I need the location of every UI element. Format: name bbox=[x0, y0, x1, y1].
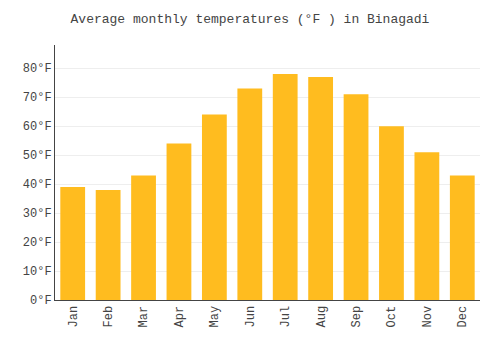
svg-text:30°F: 30°F bbox=[23, 207, 52, 221]
svg-text:10°F: 10°F bbox=[23, 265, 52, 279]
svg-text:Jan: Jan bbox=[67, 306, 81, 328]
svg-text:20°F: 20°F bbox=[23, 236, 52, 250]
svg-text:0°F: 0°F bbox=[30, 294, 52, 308]
svg-text:Mar: Mar bbox=[137, 306, 151, 328]
svg-text:Aug: Aug bbox=[315, 306, 329, 328]
svg-text:May: May bbox=[208, 306, 222, 328]
svg-text:80°F: 80°F bbox=[23, 62, 52, 76]
svg-text:Apr: Apr bbox=[173, 306, 187, 328]
svg-text:60°F: 60°F bbox=[23, 120, 52, 134]
svg-text:50°F: 50°F bbox=[23, 149, 52, 163]
svg-text:Oct: Oct bbox=[385, 306, 399, 328]
svg-text:Jun: Jun bbox=[244, 306, 258, 328]
svg-text:Jul: Jul bbox=[279, 306, 293, 328]
svg-text:Average monthly temperatures (: Average monthly temperatures (°F ) in Bi… bbox=[71, 12, 430, 27]
svg-text:70°F: 70°F bbox=[23, 91, 52, 105]
svg-text:40°F: 40°F bbox=[23, 178, 52, 192]
svg-text:Sep: Sep bbox=[350, 306, 364, 328]
svg-text:Nov: Nov bbox=[421, 306, 435, 328]
svg-text:Feb: Feb bbox=[102, 306, 116, 328]
svg-text:Dec: Dec bbox=[456, 306, 470, 328]
